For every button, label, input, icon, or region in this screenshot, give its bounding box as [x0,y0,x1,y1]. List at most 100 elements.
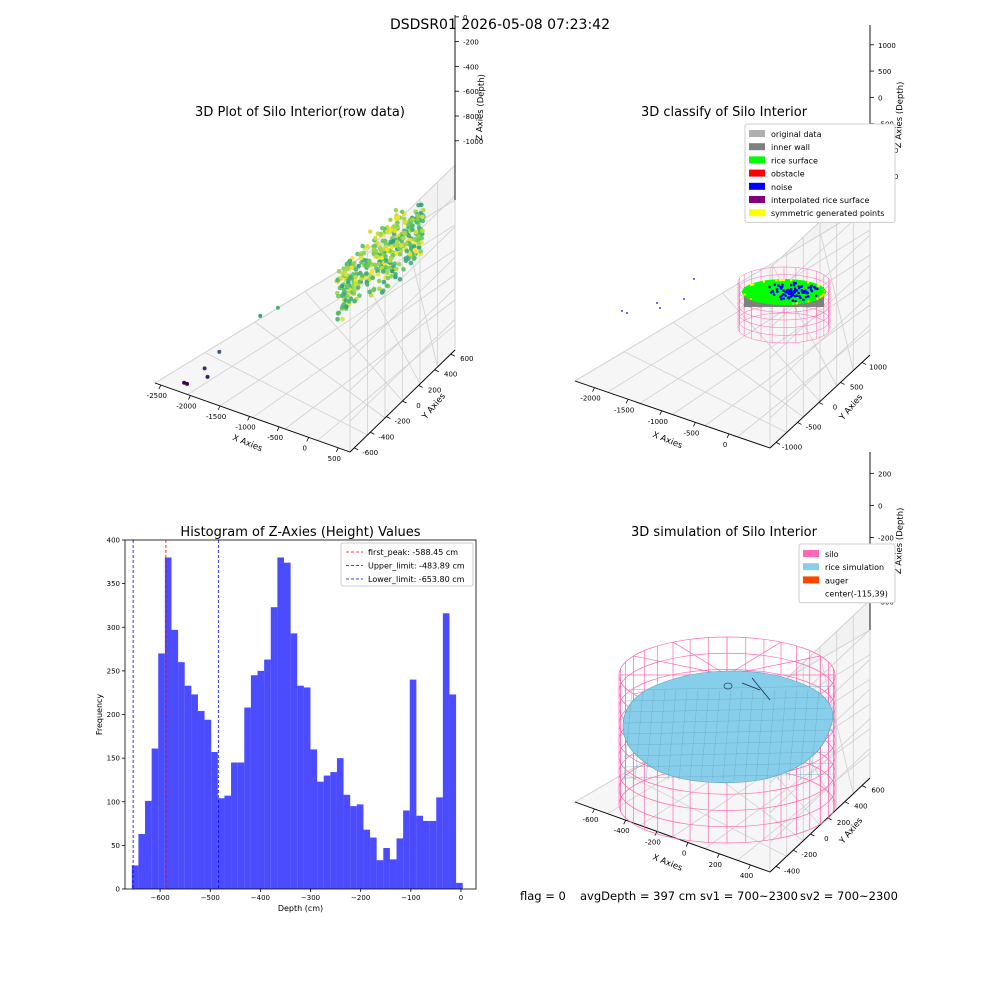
histogram-bar [204,719,212,889]
histogram-bar [284,562,291,889]
p1-ztick-label: -200 [463,39,479,47]
p1-point [353,280,359,286]
p1-ytick-label: 400 [444,371,457,379]
p1-ytick-label: -600 [362,449,378,457]
p3-ytick-label: 50 [111,842,120,850]
p1-point [403,256,409,261]
p4-rice-mesh [623,685,835,781]
p1-point [376,261,381,267]
p2-noise-point [795,289,799,292]
p1-point [367,289,372,295]
p1-point [340,304,345,309]
p1-point [402,220,408,225]
histogram-bar [363,829,371,889]
p1-ytick-label: -400 [378,433,394,441]
p2-ytick-label: 500 [850,383,863,391]
p2-noise-point [792,283,796,287]
p2-noise-point [795,294,799,298]
histogram-bar [264,659,271,889]
p2-stray-noise [683,298,685,300]
p1-ytick-mark [402,400,407,404]
p1-point [379,290,385,295]
p1-point [392,228,398,234]
p2-xtick-label: -2000 [580,395,600,403]
p2-xtick-mark [592,387,595,392]
p1-xtick-label: -2000 [176,403,196,411]
p2-ztick-label: 1000 [878,42,896,50]
p2-symmetric-point [749,297,753,300]
p3-legend [340,542,474,587]
p1-point [390,253,396,258]
p1-point [377,286,382,292]
p2-symmetric-point [816,297,819,300]
p1-xtick-label: -1500 [206,413,226,421]
p1-point [351,288,357,293]
p4-ytick-label: 400 [854,803,867,811]
p1-ytick-label: -200 [394,418,410,426]
p3-xtick-label: −200 [351,894,370,902]
p2-legend-label: obstacle [771,170,805,179]
p2-noise-point [800,285,804,288]
histogram-bar [178,662,185,889]
p1-ytick-mark [450,353,455,357]
p1-ytick-mark [434,369,439,373]
p1-point [335,277,340,283]
p1-point [349,265,354,271]
p1-point [202,366,207,371]
p1-point [401,236,406,241]
p1-point [419,235,425,241]
p2-symmetric-point [807,300,810,303]
p1-point [341,266,346,271]
footer-sv2: sv2 = 700~2300 [800,889,898,903]
p1-xtick-mark [158,384,162,390]
p1-point [412,237,418,242]
p1-point [360,243,365,249]
p4-xtick-mark [716,853,720,858]
p1-point [356,263,361,269]
p1-point [421,207,426,213]
histogram-bar [277,557,285,889]
p1-point [339,293,345,299]
p2-noise-point [771,290,775,293]
p2-ytick-mark [818,402,824,405]
p1-point [420,228,425,234]
p1-point [389,244,394,249]
p2-symmetric-point [822,292,825,296]
p2-ytick-label: -1000 [782,443,802,451]
p1-xtick-label: 0 [302,444,306,452]
p1-point [361,250,367,255]
p1-scatter [182,202,426,386]
histogram-bar [217,798,225,889]
p4-zlabel: Z Axies (Depth) [894,507,906,574]
p1-point [385,270,390,276]
p1-point [352,298,357,304]
p3-xtick-label: −300 [301,894,320,902]
p4-xtick-mark [685,842,689,847]
p4-ytick-label: 200 [837,819,850,827]
p2-symmetric-point [762,280,766,283]
p4-ytick-mark [793,849,798,853]
p2-noise-point [797,291,800,295]
p2-symmetric-point [817,284,820,288]
p1-point [374,254,379,259]
p1-point [383,254,388,259]
histogram-bar [250,675,258,889]
p1-point [408,260,414,266]
p2-symmetric-point [806,281,810,284]
p3-ytick-label: 400 [107,537,120,545]
p1-point [388,258,393,263]
p1-point [412,255,417,261]
p1-point [404,241,409,247]
p1-point [346,299,352,304]
p1-point [355,285,361,290]
p2-noise-point [789,295,793,298]
p2-stray-noise [656,302,658,304]
p3-xtick-label: −500 [201,894,220,902]
p2-ytick-mark [797,422,802,425]
p1-point [335,293,341,299]
p1-point [358,255,364,261]
p3-axes: −600 −500 −400 −300 −200 −100 0 0 50 100 150 200 250… [95,525,477,913]
histogram-bar [191,694,198,889]
p1-point [420,218,426,224]
p4-xlabel: X Axies [651,853,684,874]
